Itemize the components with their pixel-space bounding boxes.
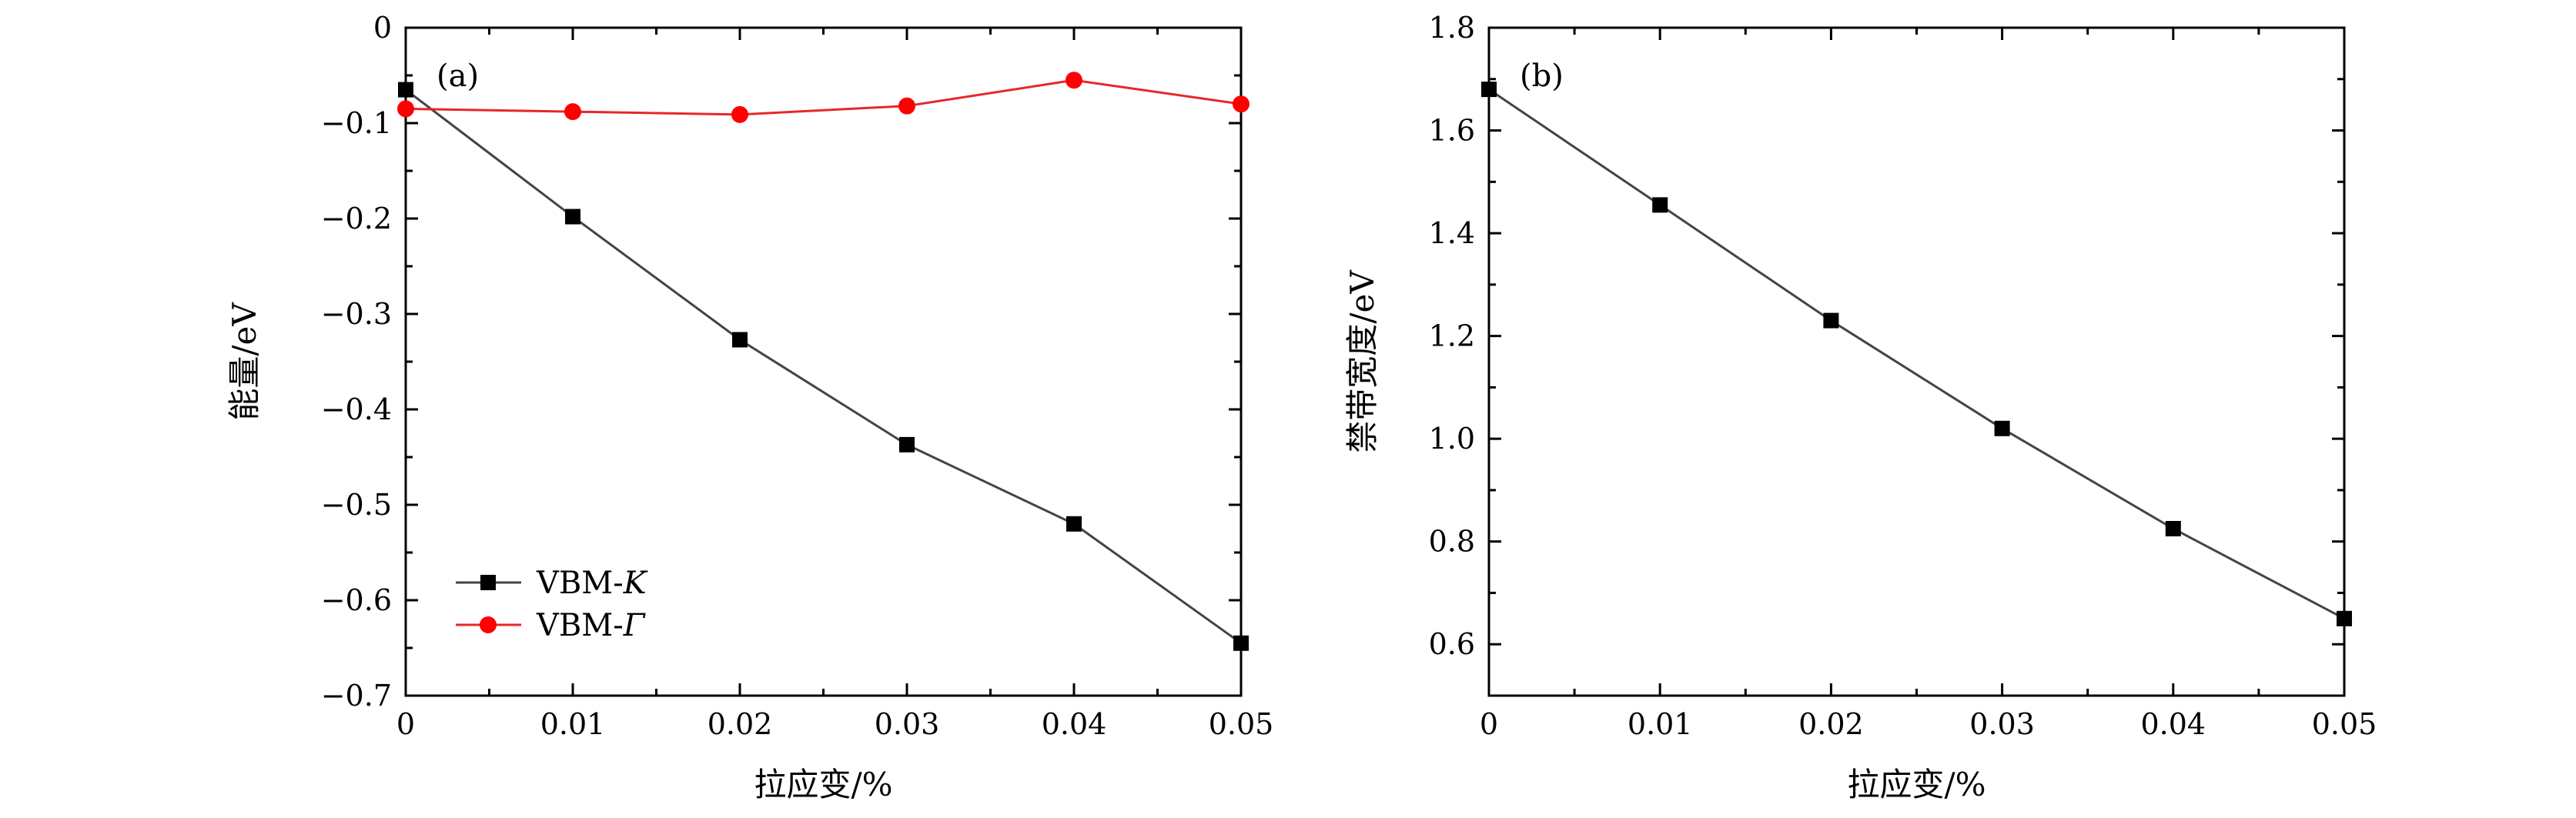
legend-label-symbol: K (623, 566, 648, 601)
y-tick-label: 0.6 (1429, 627, 1475, 661)
plot-frame (406, 28, 1241, 696)
y-tick-label: 1.4 (1429, 216, 1475, 250)
data-point-circle (397, 100, 414, 117)
y-tick-label: −0.2 (321, 202, 392, 235)
plot-frame (1489, 28, 2344, 696)
panel-b-bandgap-chart: 0 0.01 0.02 0.03 0.04 0.05 0.6 0.8 1.0 1.2 1.4 1.6 1… (1343, 11, 2377, 803)
data-point-square (2166, 521, 2181, 536)
data-point-square (1233, 636, 1249, 651)
y-tick-label: 0 (373, 11, 392, 45)
data-point-square (732, 332, 748, 347)
data-point-square (565, 209, 580, 225)
x-tick-label: 0.01 (540, 707, 606, 741)
y-tick-label: −0.1 (321, 106, 392, 140)
panel-a-energy-chart: 0 0.01 0.02 0.03 0.04 0.05 0 −0.1 −0.2 −0.3 −0.4 −0… (226, 11, 1273, 803)
y-tick-label: 1.0 (1429, 422, 1475, 456)
x-tick-label: 0.03 (1969, 707, 2035, 741)
legend-label: VBM-K (536, 566, 648, 601)
data-point-circle (1233, 95, 1250, 112)
data-point-circle (1066, 72, 1082, 88)
data-point-circle (731, 106, 748, 123)
y-tick-label: −0.4 (321, 392, 392, 426)
y-tick-label: 1.6 (1429, 114, 1475, 148)
x-tick-label: 0.03 (875, 707, 940, 741)
x-tick-label: 0.05 (2312, 707, 2377, 741)
x-tick-label: 0 (396, 707, 415, 741)
x-axis-title: 拉应变/% (1847, 766, 1986, 803)
data-point-square (1823, 313, 1838, 329)
series-line (406, 80, 1241, 115)
x-axis-title: 拉应变/% (754, 766, 892, 803)
x-tick-label: 0.01 (1628, 707, 1693, 741)
x-tick-label: 0 (1480, 707, 1498, 741)
y-axis-title: 能量/eV (226, 302, 263, 421)
x-tick-label: 0.02 (708, 707, 773, 741)
data-point-circle (564, 103, 581, 120)
series-line (1489, 89, 2344, 619)
series-line (406, 90, 1241, 643)
data-point-square (1995, 421, 2010, 436)
y-tick-label: −0.6 (321, 583, 392, 617)
data-point-square (2337, 611, 2352, 626)
y-tick-label: −0.3 (321, 297, 392, 331)
y-tick-label: −0.7 (321, 679, 392, 713)
legend-label-prefix: VBM- (536, 608, 624, 643)
data-point-square (1652, 197, 1668, 212)
legend-label-prefix: VBM- (536, 566, 624, 601)
legend-label-symbol: Γ (623, 608, 646, 643)
y-tick-label: 1.2 (1429, 319, 1475, 353)
legend-marker-circle (480, 616, 497, 633)
data-point-square (1481, 82, 1497, 97)
x-tick-label: 0.04 (2140, 707, 2206, 741)
data-point-square (1066, 516, 1082, 532)
data-point-square (899, 437, 915, 452)
legend-marker-square (480, 575, 496, 590)
y-axis-title: 禁带宽度/eV (1343, 270, 1381, 453)
figure: 0 0.01 0.02 0.03 0.04 0.05 0 −0.1 −0.2 −0.3 −0.4 −0… (0, 0, 2576, 818)
panel-label: (b) (1520, 58, 1564, 94)
x-tick-label: 0.04 (1042, 707, 1107, 741)
data-point-circle (898, 98, 915, 115)
y-tick-label: −0.5 (321, 488, 392, 522)
y-tick-label: 0.8 (1429, 525, 1475, 559)
legend-label: VBM-Γ (536, 608, 646, 643)
panel-label: (a) (437, 58, 479, 94)
x-tick-label: 0.05 (1209, 707, 1274, 741)
y-tick-label: 1.8 (1429, 11, 1475, 45)
data-point-square (398, 82, 413, 98)
x-tick-label: 0.02 (1798, 707, 1864, 741)
